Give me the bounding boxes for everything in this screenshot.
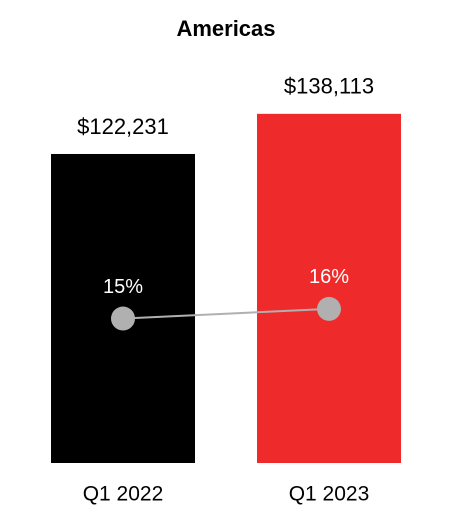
point-value-label: 16% bbox=[309, 266, 349, 288]
point bbox=[111, 306, 135, 331]
chart-title: Americas bbox=[176, 16, 275, 41]
line bbox=[122, 307, 330, 320]
bar-value-label: $138,113 bbox=[284, 74, 374, 99]
x-tick-label: Q1 2022 bbox=[83, 483, 164, 506]
point bbox=[317, 296, 341, 321]
point-value-label: 15% bbox=[103, 276, 143, 298]
x-tick-label: Q1 2023 bbox=[289, 483, 370, 506]
bar-value-label: $122,231 bbox=[77, 114, 169, 139]
bar bbox=[257, 113, 401, 463]
